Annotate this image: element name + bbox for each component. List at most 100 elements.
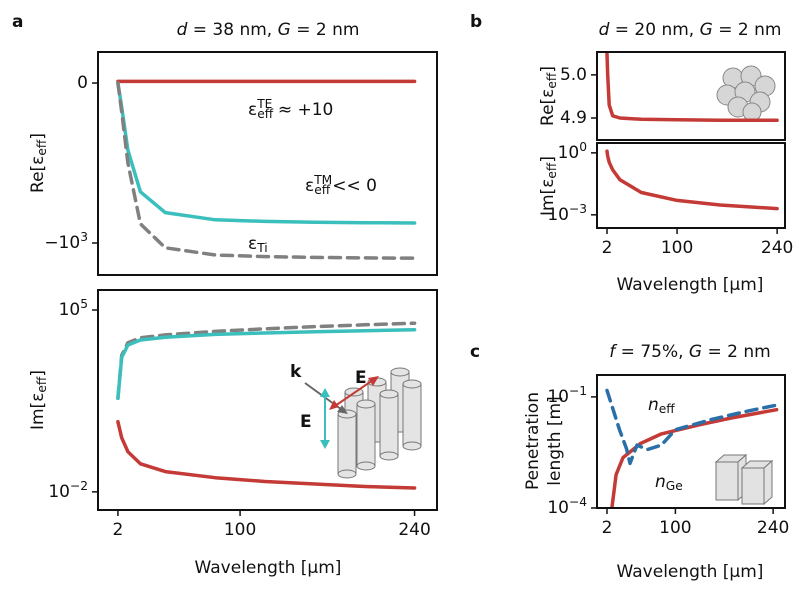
text-part: f: [609, 342, 618, 362]
text-part: 0: [579, 140, 587, 154]
series-line: [116, 419, 417, 490]
text-part: ]: [538, 156, 558, 163]
y-tick-label: 5.0: [560, 65, 587, 85]
x-tick-label: 100: [661, 238, 693, 258]
text-part: = 2 nm: [713, 20, 782, 40]
text-part: ]: [28, 133, 48, 140]
text-part: = 2 nm: [702, 342, 771, 362]
field-arrows: [304, 376, 379, 449]
text-part: = 20 nm,: [609, 20, 699, 40]
text-part: eff: [257, 107, 274, 121]
series-label: εTi: [248, 234, 268, 255]
text-part: = 75%,: [615, 342, 689, 362]
text-part: Im[ε: [538, 179, 558, 216]
y-tick-label: 100: [558, 140, 587, 163]
y-axis-label: Re[εeff]: [28, 133, 49, 193]
x-tick-label: 100: [659, 518, 691, 538]
text-part: ]: [538, 66, 558, 73]
series-label: nGe: [655, 472, 683, 493]
text-part: Re[ε: [28, 156, 48, 193]
x-axis-label: Wavelength [μm]: [617, 562, 764, 582]
plot-frame: [596, 374, 786, 509]
text-part: ]: [28, 370, 48, 377]
text-part: 10: [48, 482, 70, 502]
text-part: ε: [305, 176, 314, 196]
text-part: Re[ε: [538, 89, 558, 126]
inset-label: E: [300, 412, 312, 432]
series-label: εeffTE ≈ +10: [248, 97, 333, 121]
text-part: ε: [248, 100, 257, 120]
text-part: −1: [569, 384, 587, 398]
text-part: 3: [80, 230, 88, 244]
text-part: eff: [35, 139, 49, 156]
y-tick-label: 10−2: [48, 479, 88, 502]
text-part: d: [599, 20, 610, 40]
cuboid-inset: [714, 453, 774, 506]
text-part: eff: [545, 72, 559, 89]
text-part: d: [177, 20, 188, 40]
plot-frame: [596, 51, 786, 141]
text-part: Ge: [666, 479, 683, 493]
panel-label: c: [470, 342, 480, 362]
chart-title: d = 20 nm, G = 2 nm: [599, 20, 782, 40]
text-part: TE: [256, 97, 272, 111]
text-part: n: [655, 472, 666, 492]
y-axis-label: length [m]: [545, 396, 565, 485]
panel-label: a: [12, 12, 23, 32]
text-part: Penetration: [523, 392, 543, 490]
y-tick-label: 0: [77, 73, 88, 93]
inset-label: k: [290, 362, 302, 382]
series-line: [116, 321, 417, 401]
text-part: = 2 nm: [291, 20, 360, 40]
text-part: TM: [313, 173, 332, 187]
series-line: [116, 327, 417, 401]
x-tick-label: 2: [602, 518, 613, 538]
y-tick-label: 10−1: [547, 384, 587, 407]
text-part: = 38 nm,: [187, 20, 277, 40]
series-line: [605, 149, 779, 211]
y-tick-label: 105: [59, 297, 88, 320]
text-part: length [m]: [545, 396, 565, 485]
text-part: eff: [545, 162, 559, 179]
text-part: −10: [44, 233, 80, 253]
text-part: n: [648, 395, 659, 415]
x-tick-label: 2: [602, 238, 613, 258]
panel-label: b: [470, 12, 482, 32]
text-part: 5: [80, 297, 88, 311]
y-tick-label: −103: [44, 230, 88, 253]
text-part: ε: [248, 234, 257, 254]
text-part: Ti: [256, 241, 268, 255]
text-part: Im[ε: [28, 393, 48, 430]
chart-title: d = 38 nm, G = 2 nm: [177, 20, 360, 40]
text-part: ≈ +10: [272, 100, 333, 120]
text-part: 10: [59, 300, 81, 320]
text-part: −3: [569, 202, 587, 216]
y-tick-label: 10−3: [547, 202, 587, 225]
text-part: G: [278, 20, 291, 40]
text-part: −2: [70, 479, 88, 493]
chart-title: f = 75%, G = 2 nm: [609, 342, 770, 362]
series-line: [605, 388, 779, 466]
text-part: G: [700, 20, 713, 40]
series-label: εeffTM<< 0: [305, 173, 377, 197]
plot-frame: [596, 142, 786, 229]
plot-frame: [97, 51, 438, 276]
x-tick-label: 240: [757, 518, 789, 538]
text-part: 10: [558, 143, 580, 163]
text-part: eff: [659, 402, 676, 416]
y-tick-label: 4.9: [560, 108, 587, 128]
x-tick-label: 240: [761, 238, 793, 258]
text-part: G: [689, 342, 702, 362]
x-tick-label: 2: [113, 520, 124, 540]
y-tick-label: 10−4: [547, 495, 587, 518]
sphere-inset: [716, 65, 776, 122]
x-tick-label: 100: [224, 520, 256, 540]
text-part: 10: [547, 387, 569, 407]
y-axis-label: Re[εeff]: [538, 66, 559, 126]
x-axis-label: Wavelength [μm]: [617, 275, 764, 295]
text-part: −4: [569, 495, 587, 509]
inset-label: E: [355, 368, 367, 388]
x-axis-label: Wavelength [μm]: [195, 558, 342, 578]
